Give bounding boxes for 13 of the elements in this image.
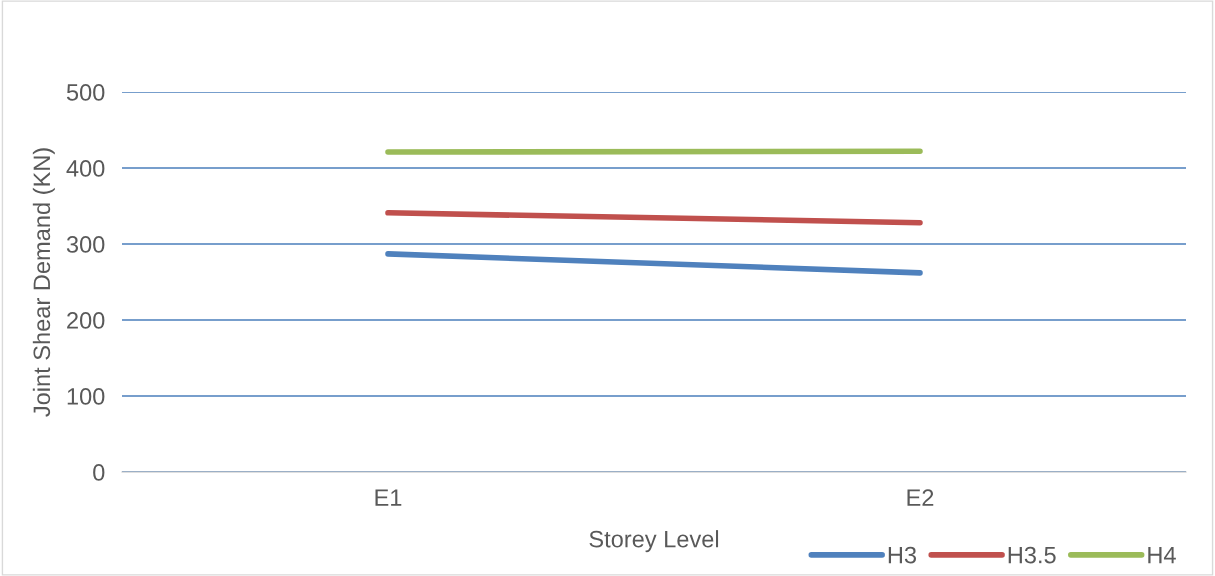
x-axis-title: Storey Level xyxy=(589,530,719,553)
y-tick-label: 0 xyxy=(93,464,105,481)
legend-label: H3 xyxy=(888,546,917,564)
y-tick-label: 100 xyxy=(67,388,105,405)
x-tick-label: E1 xyxy=(375,489,402,506)
y-tick-label: 500 xyxy=(66,84,105,101)
y-axis-title: Joint Shear Demand (KN) xyxy=(32,148,55,417)
legend-label: H3.5 xyxy=(1008,546,1056,564)
y-tick-label: 300 xyxy=(66,236,105,253)
x-tick-label: E2 xyxy=(907,489,934,506)
legend-label: H4 xyxy=(1148,546,1176,564)
y-tick-label: 400 xyxy=(66,160,105,177)
y-tick-label: 200 xyxy=(67,312,105,329)
